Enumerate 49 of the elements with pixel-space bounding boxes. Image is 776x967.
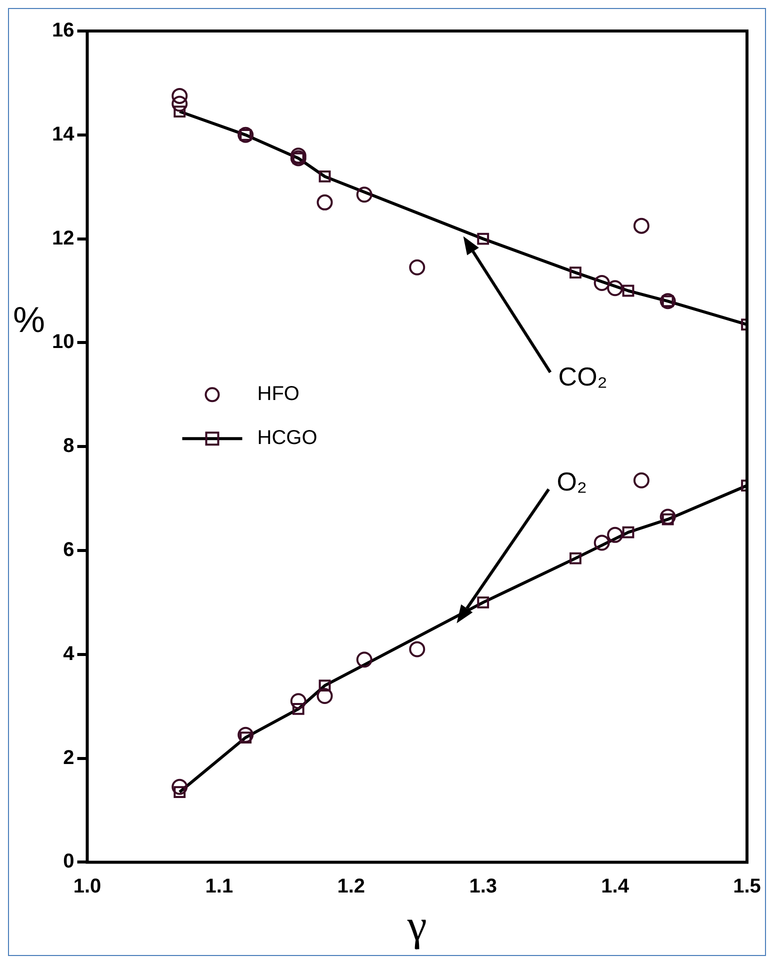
x-tick-label: 1.4 <box>601 876 630 898</box>
point <box>622 526 634 538</box>
point <box>477 232 490 245</box>
point <box>172 778 188 795</box>
point <box>477 596 490 608</box>
x-tick-label: 1.1 <box>205 876 234 898</box>
point <box>318 170 331 182</box>
y-tick-label: 14 <box>52 123 76 146</box>
annotation: O₂ <box>556 466 588 496</box>
y-tick-label: 4 <box>63 642 76 665</box>
point <box>409 641 426 658</box>
point <box>316 194 333 210</box>
y-tick-label: 12 <box>52 227 74 250</box>
point <box>660 508 676 525</box>
point <box>174 106 186 118</box>
point <box>172 88 188 104</box>
point <box>409 259 426 276</box>
annotation: CO₂ <box>558 361 608 392</box>
point <box>172 96 188 112</box>
x-tick-label: 1.2 <box>337 876 366 898</box>
point <box>633 218 650 234</box>
point <box>356 186 372 203</box>
y-tick-label: 10 <box>52 331 74 354</box>
x-tick-label: 1.0 <box>73 876 102 898</box>
y-tick-label: 6 <box>63 539 74 562</box>
point <box>622 284 634 297</box>
point <box>594 274 610 291</box>
point <box>607 526 624 543</box>
point <box>594 534 610 551</box>
y-tick-label: 8 <box>63 435 74 458</box>
x-axis-title: γ <box>406 901 427 950</box>
point <box>292 703 304 715</box>
point <box>570 552 582 564</box>
point <box>290 693 306 710</box>
y-axis-title: % <box>13 298 46 340</box>
x-tick-label: 1.3 <box>469 876 498 898</box>
point <box>356 652 372 668</box>
point <box>238 726 254 743</box>
legend-label: HCGO <box>257 427 318 450</box>
y-tick-label: 16 <box>52 20 74 42</box>
point <box>570 266 582 279</box>
point <box>316 688 333 704</box>
point <box>607 280 624 296</box>
point <box>318 680 331 692</box>
x-tick-label: 1.5 <box>733 876 761 898</box>
point <box>633 472 650 488</box>
y-tick-label: 0 <box>63 850 74 873</box>
y-tick-label: 2 <box>63 746 74 769</box>
legend-label: HFO <box>257 383 300 406</box>
